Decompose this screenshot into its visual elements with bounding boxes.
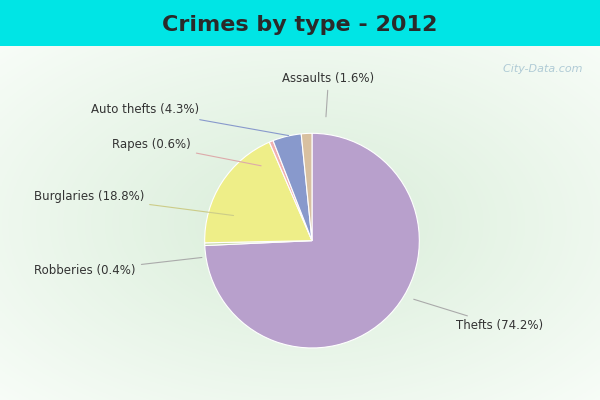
Wedge shape [205, 133, 419, 348]
Text: Thefts (74.2%): Thefts (74.2%) [414, 299, 544, 332]
Text: Rapes (0.6%): Rapes (0.6%) [112, 138, 261, 166]
Wedge shape [269, 141, 312, 241]
Text: Burglaries (18.8%): Burglaries (18.8%) [34, 190, 233, 216]
Wedge shape [273, 134, 312, 241]
Text: Robberies (0.4%): Robberies (0.4%) [34, 258, 202, 278]
Wedge shape [205, 142, 312, 243]
Text: Crimes by type - 2012: Crimes by type - 2012 [163, 15, 437, 35]
Wedge shape [205, 241, 312, 246]
Text: Auto thefts (4.3%): Auto thefts (4.3%) [91, 104, 289, 136]
Wedge shape [301, 133, 312, 241]
Text: Assaults (1.6%): Assaults (1.6%) [283, 72, 374, 117]
Text: City-Data.com: City-Data.com [496, 64, 582, 74]
